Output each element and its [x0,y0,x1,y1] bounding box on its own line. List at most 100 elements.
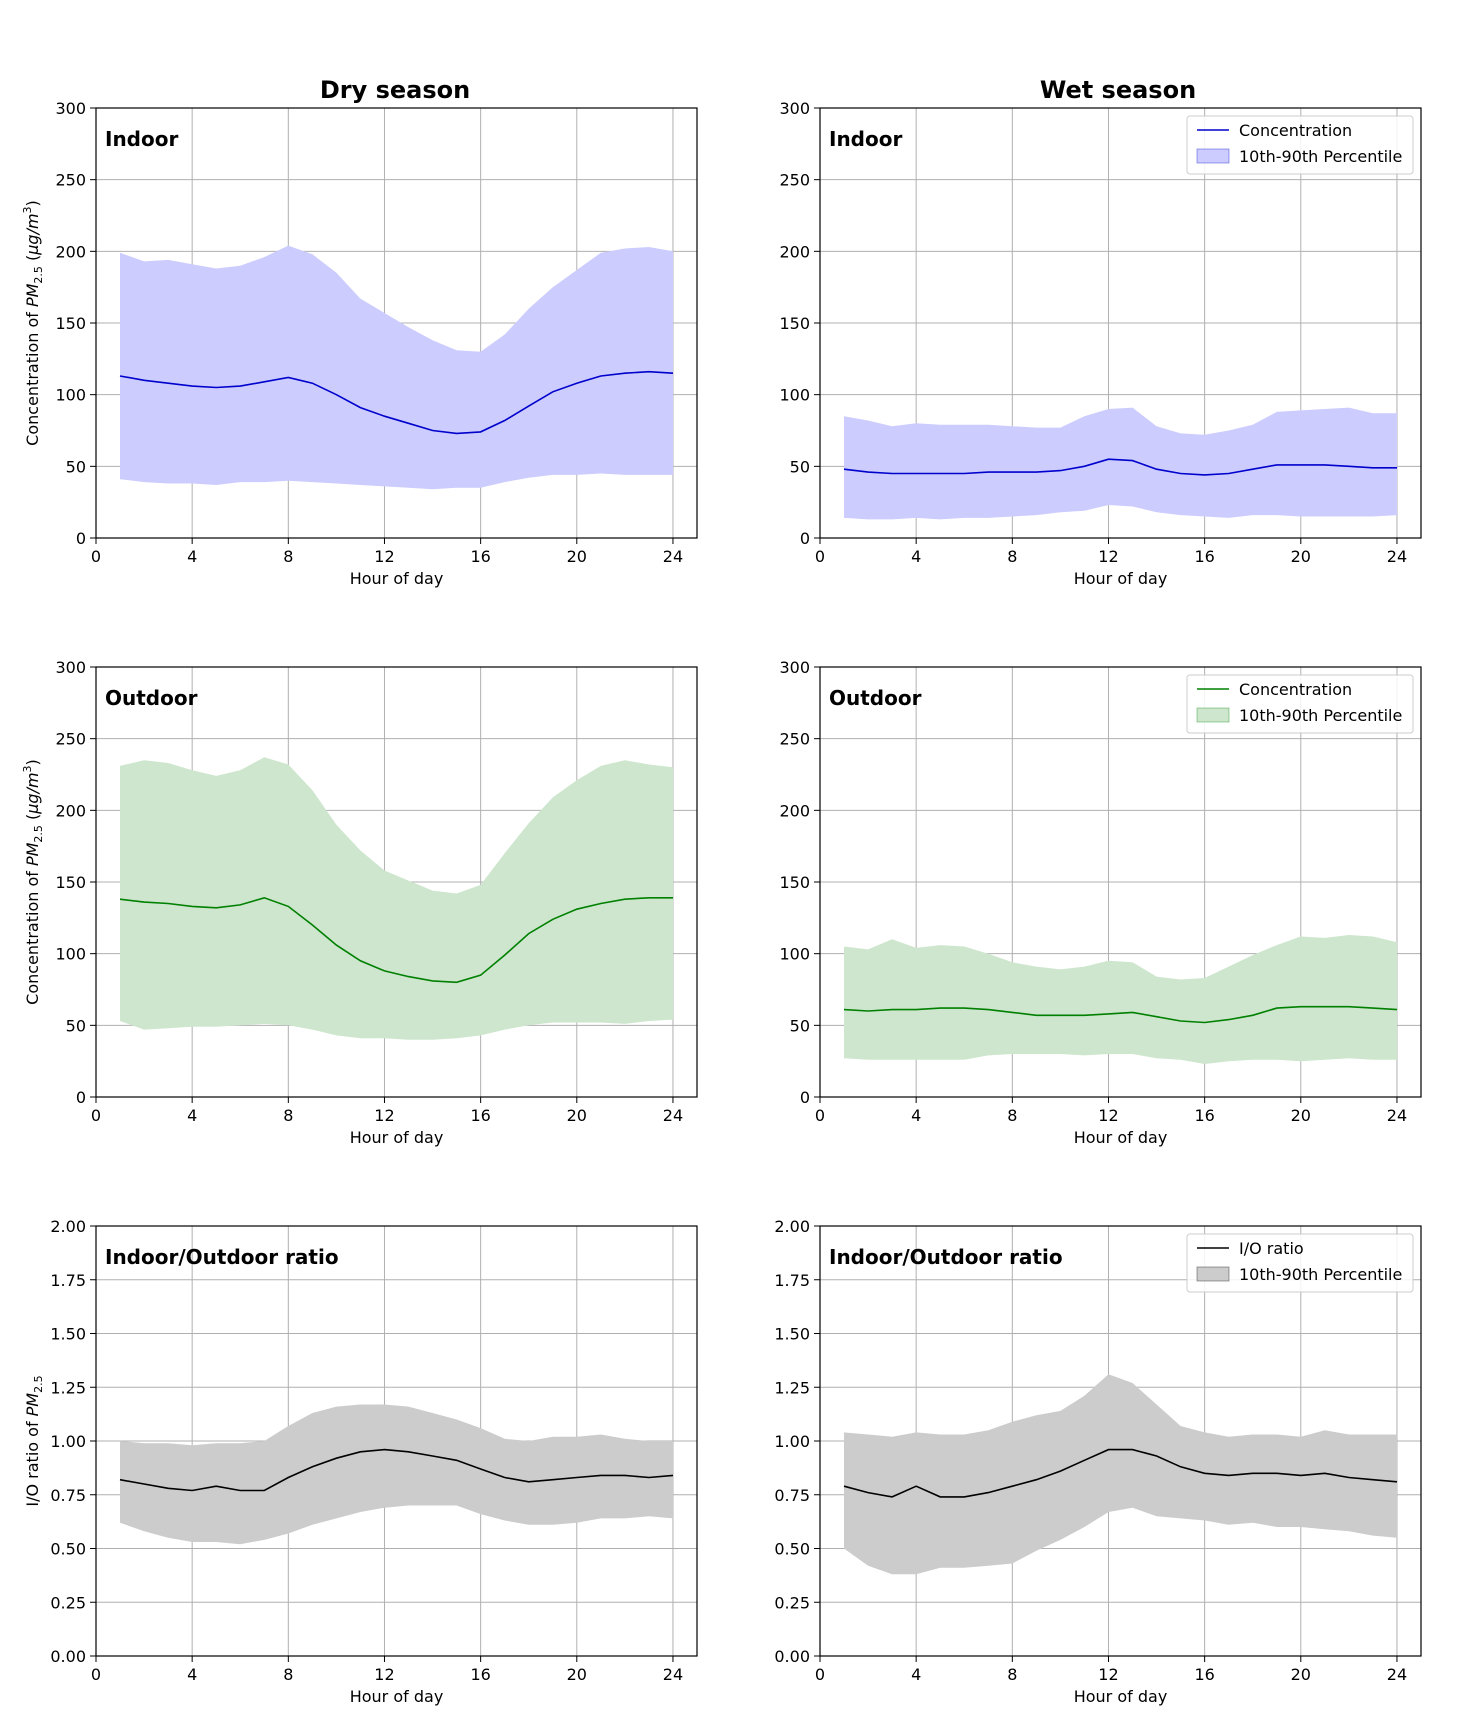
x-tick-label: 0 [815,1106,825,1125]
y-tick-label: 150 [779,314,810,333]
y-tick-label: 50 [790,457,810,476]
concentration-line [119,896,673,984]
y-tick-label: 300 [55,658,86,677]
x-tick-label: 4 [911,1106,921,1125]
y-tick-label: 0 [76,529,86,548]
x-tick-label: 8 [1007,1106,1017,1125]
y-axis-label-part: PM [23,842,42,866]
panel-label: Indoor [105,127,178,151]
legend-entry-label: Concentration [1239,121,1352,140]
x-tick-label: 12 [1098,1106,1118,1125]
y-axis-label-part: Concentration of [23,866,42,1005]
y-tick-label: 150 [55,314,86,333]
chart-panel: 0 4 8 12 16 20 24 0 50 100 150 200 250 300 Hour of day… [779,658,1422,1147]
y-axis-label-part: 2.5 [32,1375,45,1393]
y-axis-label-part: μg/m [23,213,42,255]
concentration-line [843,1448,1398,1498]
y-tick-label: 50 [66,457,86,476]
y-tick-label: 100 [779,386,810,405]
x-tick-label: 0 [91,1106,101,1125]
chart-panel: 0 4 8 12 16 20 24 0 50 100 150 200 250 300 Hour of day… [779,99,1422,588]
x-axis-label: Hour of day [1074,569,1168,588]
percentile-band [120,757,673,1040]
x-axis-label: Hour of day [1074,1687,1168,1706]
y-tick-label: 200 [779,242,810,261]
legend-entry-label: 10th-90th Percentile [1239,706,1402,725]
y-tick-label: 250 [55,171,86,190]
panel-label: Outdoor [829,686,922,710]
y-tick-label: 0.50 [774,1540,810,1559]
x-tick-label: 20 [1291,547,1311,566]
y-axis-label-part: μg/m [23,772,42,814]
y-tick-label: 0.00 [50,1647,86,1666]
x-axis-label: Hour of day [350,569,444,588]
x-tick-label: 20 [1291,1665,1311,1684]
y-tick-label: 200 [55,242,86,261]
y-axis-label-part: 3 [21,206,34,213]
chart-panel: 0 4 8 12 16 20 24 0.00 0.25 0.50 0.75 1.00 1.25 1.50 1… [23,1217,698,1706]
y-tick-label: 0.25 [50,1593,86,1612]
x-tick-label: 4 [911,547,921,566]
legend-box [1186,674,1414,734]
y-tick-label: 300 [779,658,810,677]
x-tick-label: 12 [1098,1665,1118,1684]
x-tick-label: 8 [283,547,293,566]
x-tick-label: 16 [470,1665,490,1684]
y-tick-label: 0 [800,529,810,548]
x-tick-label: 12 [374,547,394,566]
x-tick-label: 0 [815,1665,825,1684]
y-tick-label: 300 [55,99,86,118]
y-axis-label-part: 2.5 [32,266,45,284]
panel-label: Indoor/Outdoor ratio [829,1245,1063,1269]
x-tick-label: 16 [1194,1106,1214,1125]
x-tick-label: 0 [815,547,825,566]
x-tick-label: 4 [187,547,197,566]
y-axis-label-part: PM [23,283,42,307]
y-tick-label: 150 [779,873,810,892]
legend-entry-label: 10th-90th Percentile [1239,1265,1402,1284]
y-tick-label: 100 [55,386,86,405]
y-tick-label: 200 [55,801,86,820]
y-axis-label: Concentration of PM2.5 (μg/m3) [21,200,45,446]
y-axis-label-part: PM [23,1393,42,1417]
y-tick-label: 0.50 [50,1540,86,1559]
legend-band-swatch [1196,1266,1230,1282]
y-tick-label: 1.25 [50,1378,86,1397]
x-tick-label: 20 [567,1106,587,1125]
x-tick-label: 20 [567,547,587,566]
percentile-band [120,1404,673,1545]
y-tick-label: 1.50 [774,1325,810,1344]
chart-panel: 0 4 8 12 16 20 24 0 50 100 150 200 250 300 Hour of day… [21,99,698,588]
chart-panel: 0 4 8 12 16 20 24 0 50 100 150 200 250 300 Hour of day… [21,658,698,1147]
x-tick-label: 16 [470,547,490,566]
x-tick-label: 0 [91,1665,101,1684]
chart-panel: 0 4 8 12 16 20 24 0.00 0.25 0.50 0.75 1.00 1.25 1.50 1… [774,1217,1422,1706]
legend-entry-label: I/O ratio [1239,1239,1304,1258]
x-tick-label: 8 [1007,547,1017,566]
percentile-band [844,1374,1397,1575]
legend-box [1186,115,1414,175]
y-tick-label: 0.25 [774,1593,810,1612]
y-tick-label: 2.00 [774,1217,810,1236]
y-tick-label: 100 [779,945,810,964]
column-title-wet: Wet season [1040,76,1196,104]
concentration-line [843,1005,1398,1024]
y-tick-label: 200 [779,801,810,820]
x-tick-label: 12 [374,1106,394,1125]
y-axis-label-part: ) [23,200,42,206]
panel-label: Indoor [829,127,902,151]
x-axis-label: Hour of day [1074,1128,1168,1147]
y-tick-label: 0.00 [774,1647,810,1666]
x-tick-label: 12 [374,1665,394,1684]
x-tick-label: 8 [1007,1665,1017,1684]
x-tick-label: 24 [1387,1665,1407,1684]
y-tick-label: 50 [66,1016,86,1035]
y-tick-label: 1.50 [50,1325,86,1344]
x-axis-label: Hour of day [350,1687,444,1706]
legend-band-swatch [1196,148,1230,164]
concentration-line [119,370,674,435]
y-tick-label: 1.75 [774,1271,810,1290]
x-tick-label: 24 [663,1665,683,1684]
